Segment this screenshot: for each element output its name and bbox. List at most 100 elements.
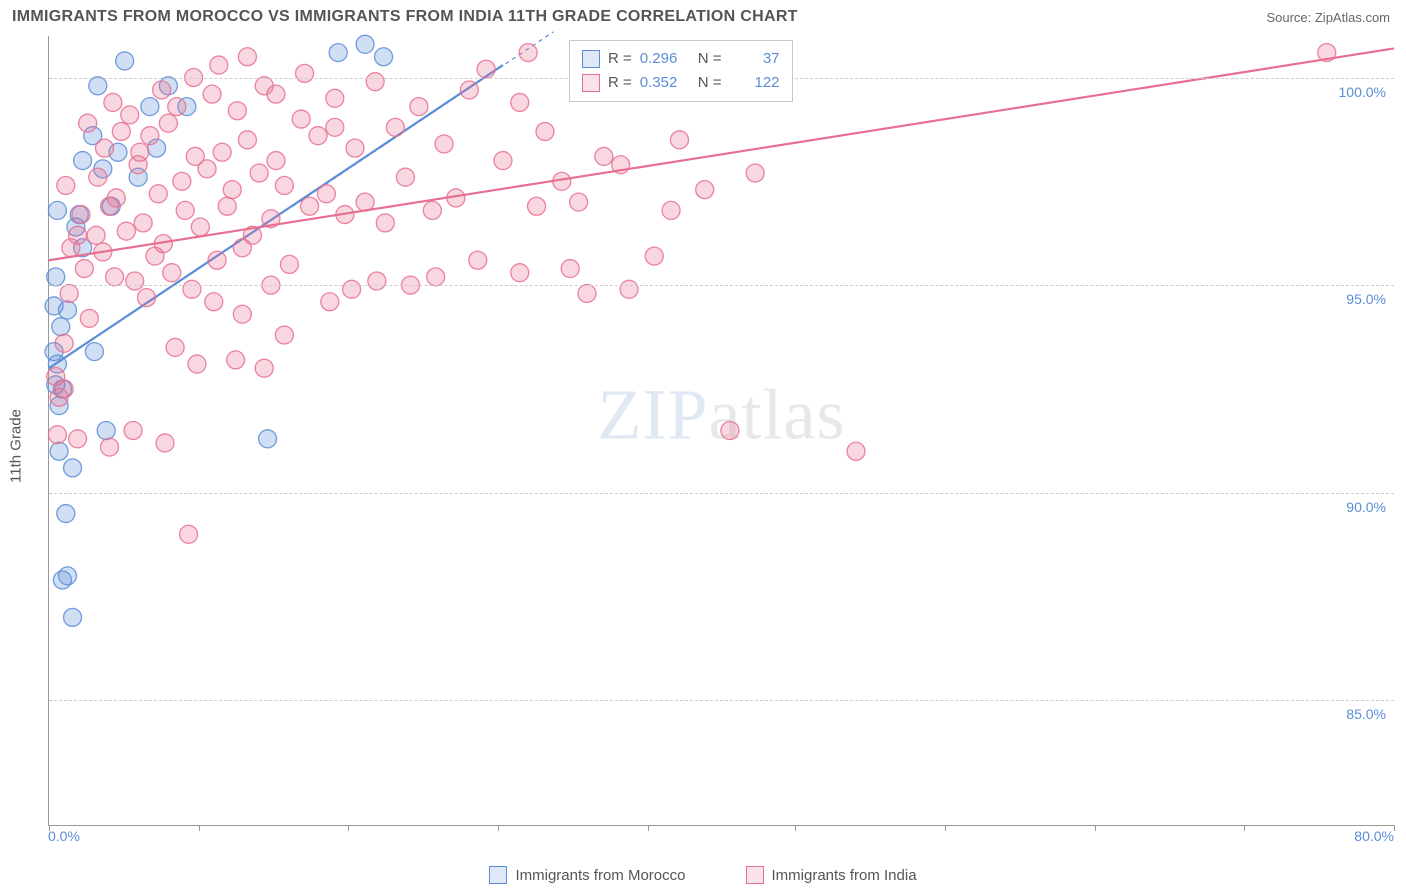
data-point-india <box>477 60 495 78</box>
data-point-india <box>180 525 198 543</box>
legend-item: Immigrants from India <box>746 866 917 884</box>
data-point-morocco <box>375 48 393 66</box>
stats-legend-box: R =0.296N =37R =0.352N =122 <box>569 40 793 102</box>
data-point-india <box>156 434 174 452</box>
data-point-india <box>60 284 78 302</box>
data-point-india <box>213 143 231 161</box>
data-point-india <box>89 168 107 186</box>
data-point-morocco <box>58 567 76 585</box>
data-point-india <box>227 351 245 369</box>
stat-value: 0.352 <box>640 71 690 95</box>
data-point-india <box>292 110 310 128</box>
data-point-morocco <box>116 52 134 70</box>
data-point-india <box>275 326 293 344</box>
data-point-india <box>317 185 335 203</box>
data-point-india <box>410 98 428 116</box>
chart-plot-area: ZIPatlas 85.0%90.0%95.0%100.0% R =0.296N… <box>48 36 1394 826</box>
data-point-india <box>69 226 87 244</box>
y-tick-label: 95.0% <box>1346 291 1386 307</box>
data-point-india <box>48 426 66 444</box>
stat-value: 37 <box>730 47 780 71</box>
data-point-india <box>670 131 688 149</box>
data-point-india <box>570 193 588 211</box>
data-point-india <box>141 127 159 145</box>
data-point-morocco <box>97 422 115 440</box>
x-tick-label: 0.0% <box>48 828 80 844</box>
data-point-morocco <box>89 77 107 95</box>
source-label: Source: ZipAtlas.com <box>1266 10 1390 25</box>
data-point-india <box>166 338 184 356</box>
data-point-india <box>191 218 209 236</box>
data-point-morocco <box>52 318 70 336</box>
data-point-india <box>149 185 167 203</box>
data-point-india <box>326 89 344 107</box>
data-point-india <box>223 181 241 199</box>
gridline <box>49 700 1394 701</box>
data-point-india <box>198 160 216 178</box>
data-point-india <box>95 139 113 157</box>
data-point-india <box>528 197 546 215</box>
data-point-india <box>267 85 285 103</box>
data-point-india <box>427 268 445 286</box>
chart-header: IMMIGRANTS FROM MOROCCO VS IMMIGRANTS FR… <box>0 0 1406 30</box>
data-point-india <box>203 85 221 103</box>
legend-swatch <box>489 866 507 884</box>
data-point-morocco <box>50 442 68 460</box>
data-point-morocco <box>58 301 76 319</box>
x-tick <box>1394 825 1395 831</box>
data-point-india <box>134 214 152 232</box>
data-point-india <box>131 143 149 161</box>
data-point-india <box>210 56 228 74</box>
data-point-india <box>309 127 327 145</box>
data-point-india <box>87 226 105 244</box>
legend-swatch <box>746 866 764 884</box>
y-axis-label: 11th Grade <box>8 409 25 483</box>
data-point-india <box>662 201 680 219</box>
data-point-india <box>396 168 414 186</box>
data-point-india <box>423 201 441 219</box>
x-tick-labels: 0.0%80.0% <box>48 828 1394 848</box>
data-point-india <box>280 255 298 273</box>
data-point-india <box>124 422 142 440</box>
data-point-india <box>460 81 478 99</box>
legend-swatch <box>582 74 600 92</box>
data-point-india <box>104 93 122 111</box>
stats-legend-row: R =0.352N =122 <box>582 71 780 95</box>
data-point-morocco <box>64 459 82 477</box>
data-point-india <box>218 197 236 215</box>
data-point-india <box>57 176 75 194</box>
data-point-india <box>578 284 596 302</box>
data-point-india <box>176 201 194 219</box>
y-tick-label: 85.0% <box>1346 706 1386 722</box>
data-point-india <box>233 305 251 323</box>
data-point-india <box>117 222 135 240</box>
bottom-legend: Immigrants from Morocco Immigrants from I… <box>0 866 1406 884</box>
data-point-india <box>519 44 537 62</box>
data-point-india <box>326 118 344 136</box>
data-point-india <box>511 93 529 111</box>
data-point-india <box>250 164 268 182</box>
gridline <box>49 285 1394 286</box>
stat-label: N = <box>698 47 722 71</box>
stats-legend-row: R =0.296N =37 <box>582 47 780 71</box>
data-point-morocco <box>64 608 82 626</box>
data-point-india <box>275 176 293 194</box>
data-point-india <box>72 206 90 224</box>
data-point-india <box>80 309 98 327</box>
data-point-india <box>106 268 124 286</box>
stat-value: 122 <box>730 71 780 95</box>
data-point-india <box>208 251 226 269</box>
chart-title: IMMIGRANTS FROM MOROCCO VS IMMIGRANTS FR… <box>12 8 798 26</box>
data-point-india <box>238 131 256 149</box>
data-point-india <box>173 172 191 190</box>
data-point-india <box>79 114 97 132</box>
data-point-india <box>163 264 181 282</box>
legend-item: Immigrants from Morocco <box>489 866 685 884</box>
data-point-morocco <box>47 268 65 286</box>
data-point-india <box>301 197 319 215</box>
legend-label: Immigrants from Morocco <box>515 867 685 884</box>
data-point-india <box>561 260 579 278</box>
data-point-india <box>112 123 130 141</box>
data-point-morocco <box>141 98 159 116</box>
stat-label: R = <box>608 47 632 71</box>
